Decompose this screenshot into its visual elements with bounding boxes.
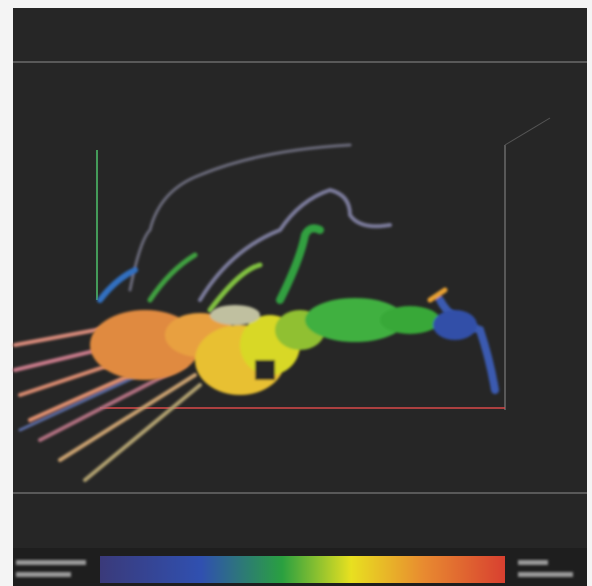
- flow-body: [90, 298, 477, 395]
- streak: [207, 262, 263, 313]
- gap: [255, 360, 275, 380]
- streak: [128, 143, 352, 292]
- streak: [83, 383, 202, 482]
- blob: [380, 306, 440, 334]
- blob: [433, 310, 477, 340]
- illegible-label: [16, 572, 71, 577]
- streak: [97, 267, 138, 303]
- streak: [58, 373, 197, 462]
- streak: [427, 287, 448, 303]
- streak: [18, 368, 152, 432]
- status-text: [16, 560, 573, 577]
- illegible-label: [16, 560, 86, 565]
- streak: [276, 224, 324, 304]
- illegible-label: [518, 572, 573, 577]
- streak: [147, 252, 198, 303]
- blob: [305, 298, 405, 342]
- blob: [210, 305, 260, 325]
- illegible-label: [518, 560, 548, 565]
- box-edge: [504, 117, 551, 146]
- streak: [436, 296, 499, 394]
- streak: [198, 187, 392, 302]
- colorbar: [100, 556, 505, 583]
